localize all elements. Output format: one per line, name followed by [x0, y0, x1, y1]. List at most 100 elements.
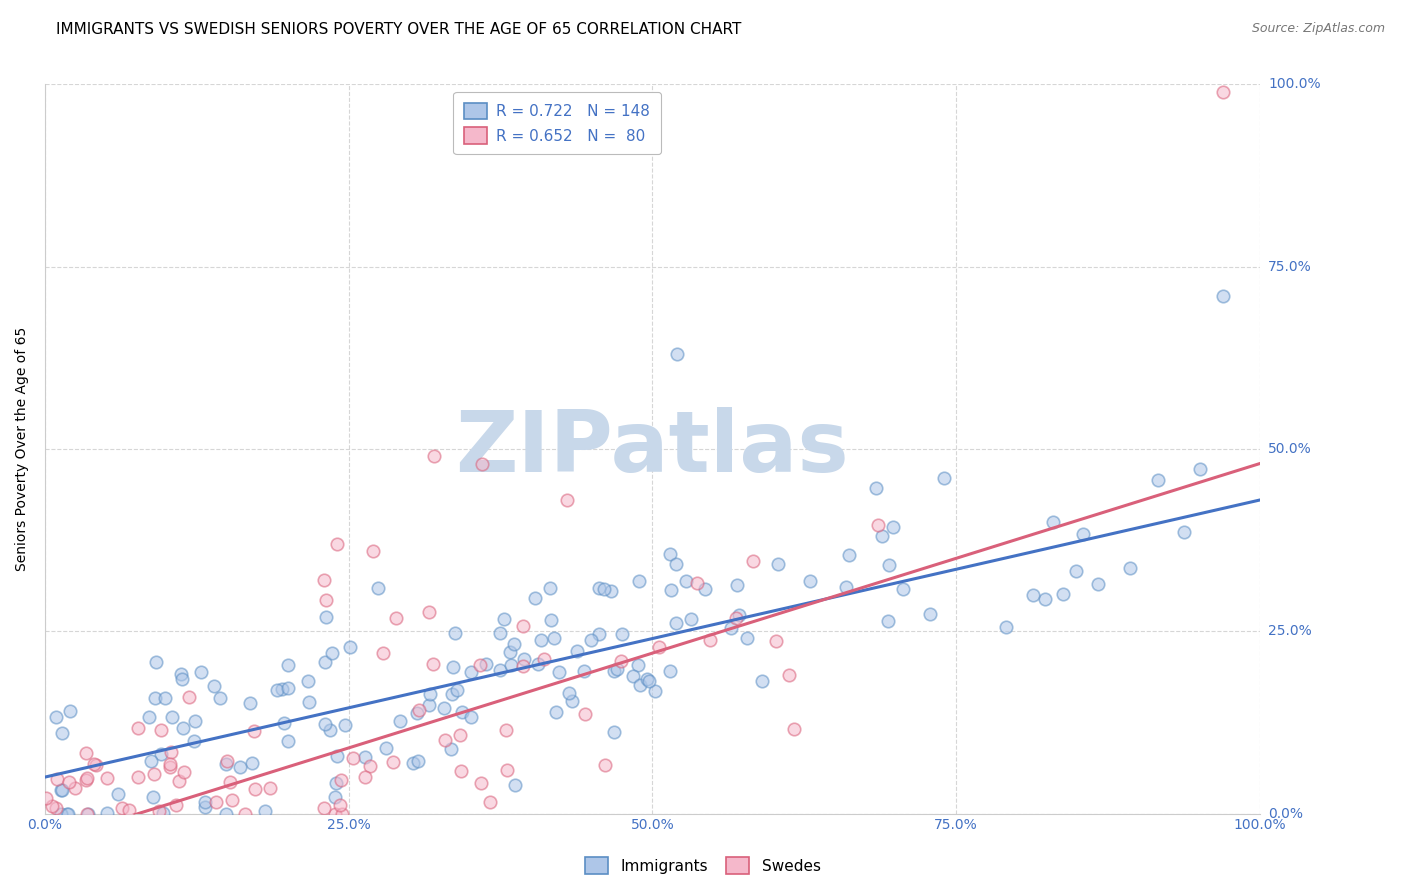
- Point: [160, 710, 183, 724]
- Point: [877, 558, 900, 572]
- Point: [148, 805, 170, 819]
- Point: [891, 582, 914, 596]
- Point: [221, 792, 243, 806]
- Point: [765, 634, 787, 648]
- Point: [588, 627, 610, 641]
- Point: [499, 644, 522, 658]
- Point: [610, 654, 633, 668]
- Point: [835, 580, 858, 594]
- Point: [644, 684, 666, 698]
- Point: [606, 662, 628, 676]
- Point: [361, 544, 384, 558]
- Text: Source: ZipAtlas.com: Source: ZipAtlas.com: [1251, 22, 1385, 36]
- Point: [468, 658, 491, 673]
- Point: [433, 732, 456, 747]
- Point: [381, 755, 404, 769]
- Point: [353, 749, 375, 764]
- Point: [1064, 564, 1087, 578]
- Point: [720, 621, 742, 635]
- Point: [665, 347, 688, 361]
- Point: [876, 614, 898, 628]
- Point: [253, 804, 276, 818]
- Point: [574, 707, 596, 722]
- Point: [205, 796, 228, 810]
- Point: [143, 767, 166, 781]
- Point: [446, 683, 468, 698]
- Point: [1052, 587, 1074, 601]
- Point: [329, 797, 352, 812]
- Point: [533, 652, 555, 666]
- Point: [173, 764, 195, 779]
- Point: [882, 520, 904, 534]
- Point: [561, 694, 583, 708]
- Point: [45, 710, 67, 724]
- Point: [471, 457, 494, 471]
- Point: [603, 725, 626, 739]
- Point: [117, 803, 139, 817]
- Point: [219, 775, 242, 789]
- Point: [143, 691, 166, 706]
- Text: IMMIGRANTS VS SWEDISH SENIORS POVERTY OVER THE AGE OF 65 CORRELATION CHART: IMMIGRANTS VS SWEDISH SENIORS POVERTY OV…: [56, 22, 741, 37]
- Point: [325, 537, 347, 551]
- Point: [354, 770, 377, 784]
- Point: [1173, 524, 1195, 539]
- Point: [152, 806, 174, 821]
- Y-axis label: Seniors Poverty Over the Age of 65: Seniors Poverty Over the Age of 65: [15, 326, 30, 571]
- Point: [1042, 515, 1064, 529]
- Point: [333, 717, 356, 731]
- Point: [149, 723, 172, 737]
- Point: [215, 755, 238, 769]
- Point: [422, 657, 444, 671]
- Point: [127, 771, 149, 785]
- Point: [51, 726, 73, 740]
- Point: [1022, 588, 1045, 602]
- Point: [111, 801, 134, 815]
- Point: [314, 656, 336, 670]
- Point: [782, 723, 804, 737]
- Point: [470, 775, 492, 789]
- Point: [503, 637, 526, 651]
- Point: [373, 647, 395, 661]
- Point: [460, 665, 482, 679]
- Point: [548, 665, 571, 680]
- Point: [603, 664, 626, 678]
- Point: [695, 582, 717, 596]
- Point: [107, 787, 129, 801]
- Text: 100.0%: 100.0%: [1268, 78, 1320, 92]
- Legend: Immigrants, Swedes: Immigrants, Swedes: [579, 851, 827, 880]
- Point: [160, 746, 183, 760]
- Point: [995, 620, 1018, 634]
- Point: [388, 714, 411, 728]
- Point: [76, 771, 98, 785]
- Point: [323, 806, 346, 821]
- Point: [172, 721, 194, 735]
- Point: [45, 801, 67, 815]
- Point: [665, 558, 688, 572]
- Point: [314, 573, 336, 587]
- Point: [139, 754, 162, 768]
- Point: [75, 747, 97, 761]
- Point: [540, 613, 562, 627]
- Point: [725, 578, 748, 592]
- Point: [735, 631, 758, 645]
- Point: [422, 450, 444, 464]
- Point: [1146, 473, 1168, 487]
- Point: [443, 660, 465, 674]
- Point: [46, 772, 69, 786]
- Point: [1087, 576, 1109, 591]
- Point: [661, 583, 683, 598]
- Point: [612, 627, 634, 641]
- Point: [408, 754, 430, 768]
- Point: [724, 611, 747, 625]
- Legend: R = 0.722   N = 148, R = 0.652   N =  80: R = 0.722 N = 148, R = 0.652 N = 80: [454, 92, 661, 154]
- Point: [405, 706, 427, 721]
- Point: [84, 757, 107, 772]
- Point: [63, 780, 86, 795]
- Point: [367, 581, 389, 595]
- Point: [496, 764, 519, 778]
- Point: [1071, 526, 1094, 541]
- Point: [503, 778, 526, 792]
- Point: [679, 611, 702, 625]
- Point: [499, 658, 522, 673]
- Point: [524, 591, 547, 605]
